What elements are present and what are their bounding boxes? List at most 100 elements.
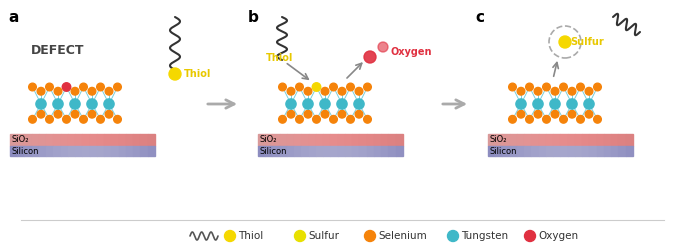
Circle shape bbox=[516, 99, 526, 109]
Bar bbox=[134, 134, 140, 146]
Circle shape bbox=[509, 83, 516, 91]
Circle shape bbox=[70, 99, 80, 109]
Bar bbox=[330, 146, 338, 156]
Bar bbox=[273, 134, 279, 146]
Circle shape bbox=[594, 115, 601, 123]
Bar bbox=[140, 134, 148, 146]
Circle shape bbox=[296, 83, 303, 91]
Bar bbox=[265, 146, 273, 156]
Circle shape bbox=[525, 231, 536, 241]
Circle shape bbox=[534, 87, 542, 95]
Bar bbox=[517, 146, 524, 156]
Bar bbox=[309, 134, 316, 146]
Bar bbox=[560, 146, 568, 156]
Bar bbox=[626, 134, 633, 146]
Circle shape bbox=[286, 99, 296, 109]
Circle shape bbox=[29, 115, 36, 123]
Text: Oxygen: Oxygen bbox=[538, 231, 578, 241]
Text: b: b bbox=[248, 10, 259, 25]
Bar bbox=[352, 134, 360, 146]
Bar bbox=[148, 146, 155, 156]
Circle shape bbox=[585, 87, 593, 95]
Bar bbox=[524, 146, 532, 156]
Bar bbox=[582, 134, 590, 146]
Bar bbox=[309, 146, 316, 156]
Circle shape bbox=[354, 99, 364, 109]
Circle shape bbox=[364, 231, 375, 241]
Bar bbox=[279, 134, 287, 146]
Circle shape bbox=[303, 99, 313, 109]
Bar bbox=[538, 134, 546, 146]
Circle shape bbox=[79, 115, 87, 123]
Bar bbox=[61, 134, 68, 146]
Bar bbox=[568, 146, 575, 156]
Circle shape bbox=[304, 87, 312, 95]
Text: SiO₂: SiO₂ bbox=[12, 136, 29, 144]
Bar bbox=[32, 146, 39, 156]
Circle shape bbox=[37, 110, 45, 118]
Bar bbox=[258, 146, 265, 156]
Bar bbox=[360, 146, 366, 156]
Circle shape bbox=[559, 36, 571, 48]
Bar bbox=[488, 134, 495, 146]
Bar bbox=[25, 146, 32, 156]
Text: Oxygen: Oxygen bbox=[391, 47, 432, 57]
Circle shape bbox=[46, 115, 53, 123]
Bar bbox=[53, 134, 61, 146]
Bar bbox=[47, 134, 53, 146]
Bar bbox=[279, 146, 287, 156]
Text: Selenium: Selenium bbox=[378, 231, 427, 241]
Circle shape bbox=[104, 99, 114, 109]
Bar bbox=[374, 146, 382, 156]
Text: SiO₂: SiO₂ bbox=[260, 136, 277, 144]
Bar bbox=[25, 134, 32, 146]
Circle shape bbox=[347, 115, 354, 123]
Bar bbox=[538, 146, 546, 156]
Circle shape bbox=[338, 87, 346, 95]
Circle shape bbox=[585, 110, 593, 118]
Circle shape bbox=[88, 110, 96, 118]
Bar bbox=[510, 146, 517, 156]
Circle shape bbox=[568, 110, 576, 118]
Bar bbox=[503, 134, 510, 146]
Circle shape bbox=[560, 115, 567, 123]
Bar bbox=[611, 134, 619, 146]
Bar bbox=[366, 146, 374, 156]
Circle shape bbox=[534, 110, 542, 118]
Bar bbox=[112, 146, 119, 156]
Bar bbox=[366, 134, 374, 146]
Circle shape bbox=[79, 83, 87, 91]
Bar bbox=[626, 146, 633, 156]
Bar bbox=[374, 134, 382, 146]
Bar bbox=[316, 134, 323, 146]
Bar bbox=[68, 134, 75, 146]
Bar bbox=[619, 146, 626, 156]
Bar bbox=[396, 134, 403, 146]
Bar bbox=[273, 146, 279, 156]
Bar bbox=[39, 134, 47, 146]
Circle shape bbox=[584, 99, 594, 109]
Bar bbox=[75, 146, 82, 156]
Circle shape bbox=[114, 83, 121, 91]
Circle shape bbox=[525, 115, 534, 123]
Text: c: c bbox=[475, 10, 484, 25]
Circle shape bbox=[321, 110, 329, 118]
Bar bbox=[590, 146, 597, 156]
Text: Silicon: Silicon bbox=[260, 146, 288, 155]
Bar bbox=[295, 134, 301, 146]
Circle shape bbox=[279, 83, 286, 91]
Circle shape bbox=[53, 99, 63, 109]
Text: Thiol: Thiol bbox=[238, 231, 263, 241]
Bar bbox=[352, 146, 360, 156]
Circle shape bbox=[321, 87, 329, 95]
Text: Sulfur: Sulfur bbox=[570, 37, 603, 47]
Bar bbox=[582, 146, 590, 156]
Bar bbox=[112, 134, 119, 146]
Circle shape bbox=[114, 115, 121, 123]
Bar bbox=[590, 134, 597, 146]
Circle shape bbox=[295, 231, 306, 241]
Bar bbox=[32, 134, 39, 146]
Circle shape bbox=[577, 115, 584, 123]
Circle shape bbox=[46, 83, 53, 91]
Bar bbox=[524, 134, 532, 146]
